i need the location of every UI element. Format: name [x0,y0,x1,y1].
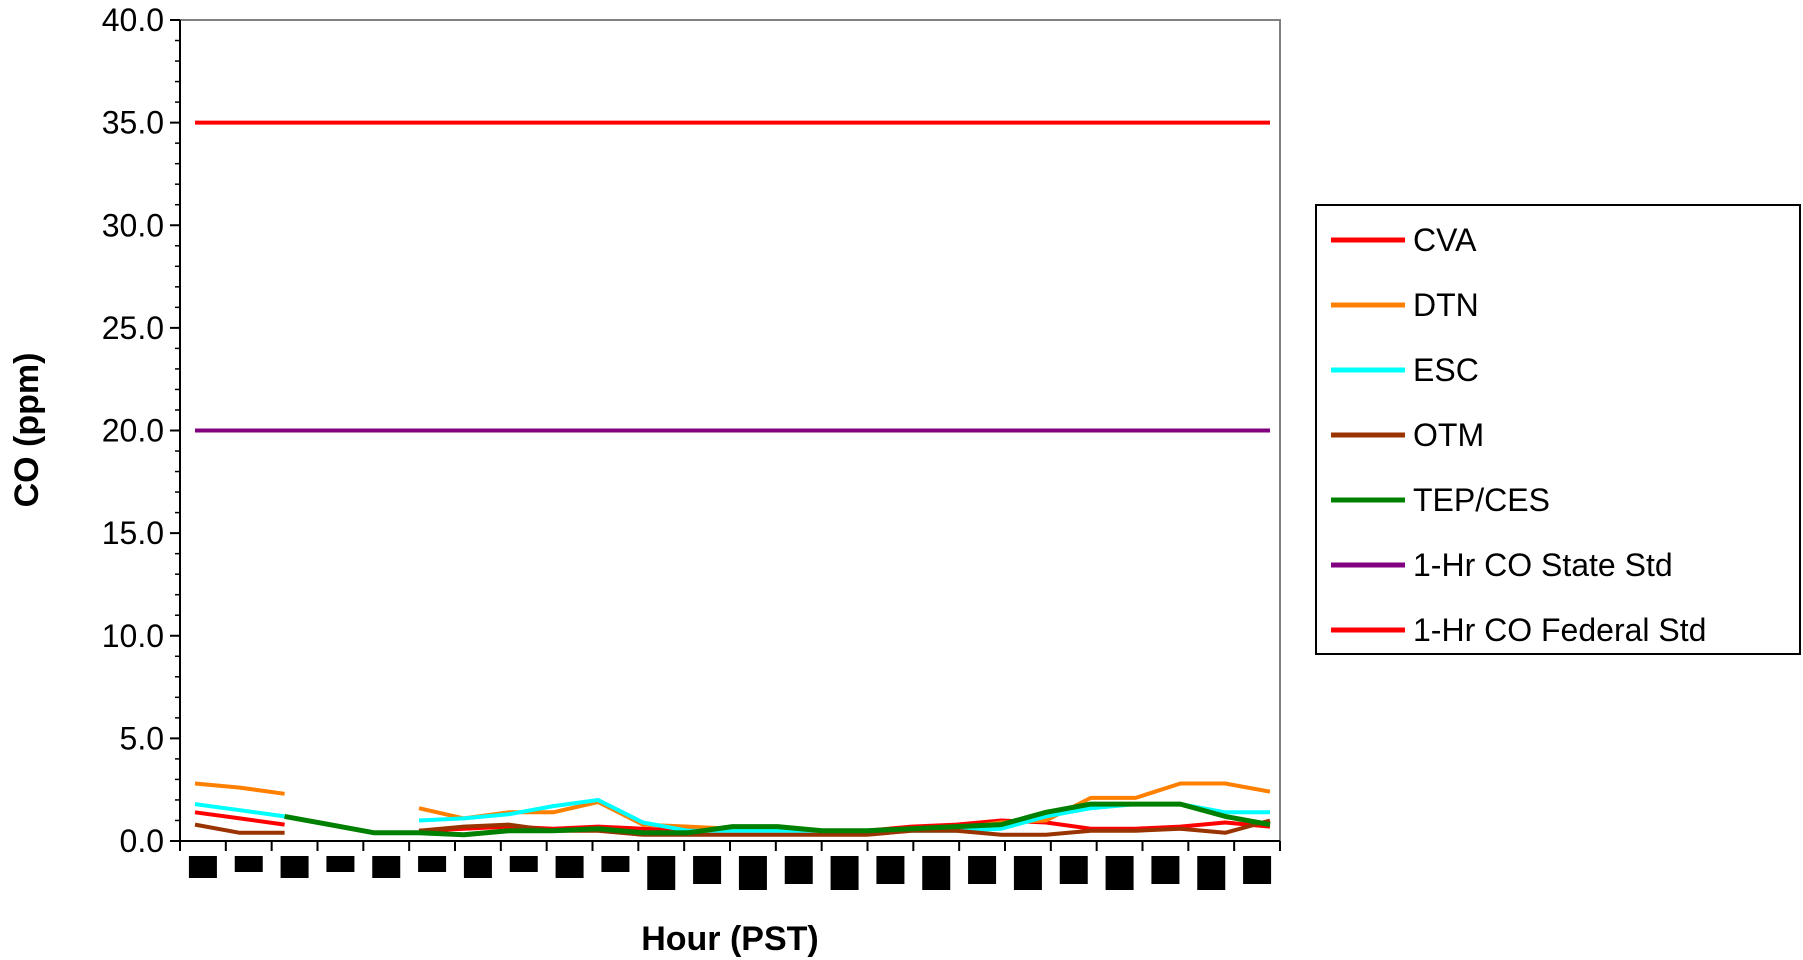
x-tick-label-block [509,856,538,872]
x-tick-label-block [188,856,217,878]
x-tick-label-block [1059,856,1088,884]
y-axis-minor-ticks [175,39,180,822]
x-tick-label-block [693,856,722,884]
x-tick-label-block [372,856,401,878]
y-tick-label: 5.0 [120,720,164,756]
x-tick-label-block [647,856,676,890]
series-line-4 [284,801,1271,838]
legend-label: TEP/CES [1413,482,1550,518]
y-tick-label: 40.0 [102,2,164,38]
x-tick-label-block [1197,856,1226,890]
x-tick-label-block [1013,856,1042,890]
x-tick-label-block [830,856,859,890]
x-tick-label-block [1243,856,1272,884]
legend: CVA DTN ESC OTM TEP/CES 1-Hr CO State Std 1-Hr… [1315,204,1801,655]
x-tick-label-block [280,856,309,878]
y-tick-label: 20.0 [102,413,164,449]
legend-label: OTM [1413,417,1484,453]
y-axis-ticks: 0.0 5.0 10.0 15.0 20.0 25.0 30.0 35.0 40.0 [102,2,180,859]
legend-label: 1-Hr CO State Std [1413,547,1673,583]
y-tick-label: 10.0 [102,618,164,654]
x-tick-label-block [234,856,263,872]
y-tick-label: 25.0 [102,310,164,346]
legend-label: 1-Hr CO Federal Std [1413,612,1706,648]
x-axis-ticks [179,841,1281,851]
x-tick-label-block [418,856,447,872]
series-lines [194,120,1271,838]
y-tick-label: 0.0 [120,823,164,859]
x-tick-label-block [968,856,997,884]
y-axis-title: CO (ppm) [8,353,46,508]
x-axis-tick-label-blocks [188,856,1272,890]
x-tick-label-block [1151,856,1180,884]
x-tick-label-block [555,856,584,878]
y-tick-label: 15.0 [102,515,164,551]
legend-label: ESC [1413,352,1479,388]
legend-label: DTN [1413,287,1479,323]
x-tick-label-block [738,856,767,890]
x-tick-label-block [876,856,905,884]
x-tick-label-block [784,856,813,884]
x-tick-label-block [463,856,492,878]
x-tick-label-block [326,856,355,872]
x-tick-label-block [1105,856,1134,890]
x-tick-label-block [601,856,630,872]
y-tick-label: 35.0 [102,105,164,141]
y-tick-label: 30.0 [102,207,164,243]
x-axis-title: Hour (PST) [641,920,819,958]
x-tick-label-block [922,856,951,890]
legend-label: CVA [1413,222,1477,258]
